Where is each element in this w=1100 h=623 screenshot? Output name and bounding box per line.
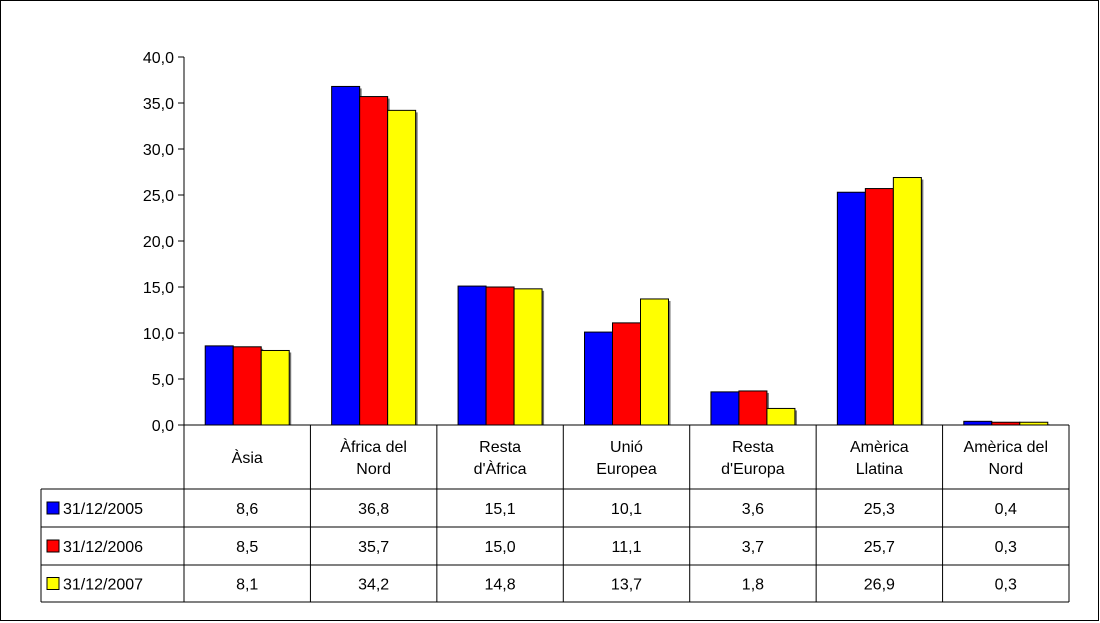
- bar: [359, 96, 389, 426]
- category-label: d'Àfrica: [474, 459, 527, 478]
- category-label: Resta: [732, 439, 774, 456]
- data-value-label: 14,8: [485, 577, 516, 594]
- bar: [836, 191, 866, 426]
- y-tick-label: 5,0: [152, 372, 174, 389]
- data-value-label: 0,4: [995, 501, 1017, 518]
- bar: [232, 346, 262, 426]
- y-tick-label: 20,0: [143, 234, 174, 251]
- bar: [387, 109, 417, 426]
- data-value-label: 10,1: [611, 501, 642, 518]
- y-tick-label: 40,0: [143, 50, 174, 67]
- data-value-label: 8,1: [236, 577, 258, 594]
- bar: [766, 407, 796, 426]
- data-value-label: 15,1: [485, 501, 516, 518]
- data-value-label: 11,1: [612, 539, 642, 556]
- category-label: d'Europa: [721, 461, 785, 478]
- bar: [963, 420, 993, 426]
- data-value-label: 0,3: [995, 577, 1017, 594]
- bar: [513, 288, 543, 426]
- category-label: Europea: [596, 461, 657, 478]
- legend-swatch: [46, 539, 60, 553]
- data-value-label: 34,2: [358, 577, 389, 594]
- legend-label: 31/12/2005: [63, 501, 143, 518]
- legend-swatch: [46, 577, 60, 590]
- y-tick-label: 15,0: [143, 280, 174, 297]
- data-value-label: 3,6: [742, 501, 764, 518]
- bar: [738, 390, 768, 426]
- data-value-label: 35,7: [358, 539, 389, 556]
- bar: [710, 391, 740, 426]
- bar: [640, 298, 669, 426]
- legend-label: 31/12/2007: [63, 577, 143, 594]
- bar: [204, 345, 234, 426]
- category-label: Àfrica del: [340, 437, 407, 456]
- data-value-label: 3,7: [742, 539, 764, 556]
- y-tick-label: 35,0: [143, 96, 174, 113]
- bar: [612, 322, 641, 426]
- data-value-label: 13,7: [611, 577, 642, 594]
- legend-swatch: [46, 501, 60, 515]
- y-axis: 0,0 5,0 10,0 15,0 20,0 25,0 30,0 35,0 40,0: [143, 50, 185, 435]
- bar: [457, 285, 487, 426]
- bar: [260, 349, 290, 426]
- y-tick-label: 0,0: [152, 418, 174, 435]
- y-tick-label: 25,0: [143, 188, 174, 205]
- bar: [892, 177, 922, 426]
- data-table: Àsia Àfrica del Nord Resta d'Àfrica Unió Europ…: [40, 424, 1070, 603]
- legend-label: 31/12/2006: [63, 539, 143, 556]
- category-label: Amèrica: [850, 439, 909, 456]
- bars: [204, 85, 1050, 426]
- data-value-label: 8,5: [236, 539, 258, 556]
- data-value-label: 25,7: [864, 539, 895, 556]
- bar: [864, 188, 894, 426]
- data-value-label: 0,3: [995, 539, 1017, 556]
- category-label: Amèrica del: [964, 439, 1048, 456]
- category-label: Nord: [988, 461, 1023, 478]
- data-value-label: 15,0: [485, 539, 516, 556]
- data-value-label: 8,6: [236, 501, 258, 518]
- bar: [584, 331, 613, 426]
- data-value-label: 26,9: [864, 577, 895, 594]
- category-label: Àsia: [232, 448, 263, 467]
- category-label: Unió: [610, 439, 643, 456]
- bar: [331, 85, 361, 426]
- bar: [485, 286, 515, 426]
- category-label: Llatina: [856, 461, 903, 478]
- y-tick-label: 10,0: [143, 326, 174, 343]
- data-value-label: 36,8: [358, 501, 389, 518]
- data-value-label: 25,3: [864, 501, 895, 518]
- category-label: Resta: [479, 439, 521, 456]
- data-value-label: 1,8: [742, 577, 764, 594]
- category-label: Nord: [356, 461, 391, 478]
- y-tick-label: 30,0: [143, 142, 174, 159]
